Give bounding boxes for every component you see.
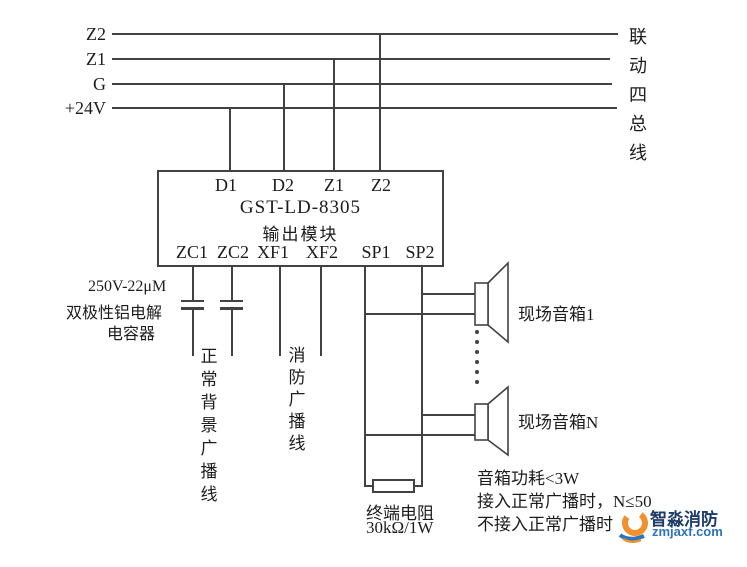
capacitor-note-line1: 250V-22μM [88,278,167,295]
wire-drop-d2 [283,83,285,171]
wire-bus-24v [112,107,617,109]
bus-label-z2: Z2 [86,24,106,44]
capacitor-note-line3: 电容器 [107,326,156,343]
wire-drop-d1 [229,107,231,171]
terminal-sp2: SP2 [405,242,435,262]
wire-zc2-lower [231,310,233,356]
terminal-d1: D1 [215,175,237,195]
module-subtitle: 输出模块 [262,225,339,244]
speaker-icon [474,385,509,457]
wire-resistor-right [414,485,423,487]
wire-speakerN-bottom [364,434,475,436]
resistor-note-line2: 30kΩ/1W [366,518,434,537]
terminal-z1: Z1 [324,175,344,195]
bus-label-g: G [93,74,106,94]
resistor-note-line1: 终端电阻 [366,504,434,523]
resistor-icon [372,479,415,493]
capacitor-icon [181,307,204,310]
wire-speaker1-bottom [364,313,475,315]
bus-label-z1: Z1 [86,49,106,69]
speaker1-label: 现场音箱1 [518,305,595,324]
wire-bus-g [112,83,612,85]
speaker-note-line3: 不接入正常广播时 [477,515,613,534]
terminal-sp1: SP1 [361,242,391,262]
wire-sp1 [364,266,366,487]
wire-bus-z1 [112,58,610,60]
normal-broadcast-label: 正常背景广播线 [200,347,218,504]
terminal-z2: Z2 [371,175,391,195]
bus-side-label: 联动四总线 [629,27,647,163]
wire-drop-z2 [379,33,381,171]
terminal-d2: D2 [272,175,294,195]
wire-zc2-upper [231,266,233,300]
wire-resistor-left [364,485,373,487]
wire-drop-z1 [333,58,335,171]
speaker-icon [474,261,509,344]
wire-xf1 [279,266,281,356]
wire-speaker1-top [421,293,475,295]
wire-speakerN-top [421,414,475,416]
ellipsis-dots [475,330,479,384]
watermark-name: 智淼消防 [650,510,718,529]
bus-label-24v: +24V [64,98,106,118]
capacitor-note-line2: 双极性铝电解 [66,305,163,322]
speakerN-label: 现场音箱N [518,413,599,432]
speaker-note-line1: 音箱功耗<3W [477,469,580,488]
watermark-logo-icon [618,510,648,543]
wire-bus-z2 [112,33,618,35]
capacitor-icon [181,300,204,302]
terminal-xf2: XF2 [305,242,339,262]
capacitor-icon [220,307,243,310]
terminal-zc1: ZC1 [175,242,209,262]
fire-broadcast-label: 消防广播线 [288,346,306,453]
module-title: GST-LD-8305 [239,197,362,218]
wire-zc1-upper [192,266,194,300]
wire-xf2 [320,266,322,356]
speaker-note-line2: 接入正常广播时，N≤50 [477,492,652,511]
wire-sp2 [421,266,423,487]
wire-zc1-lower [192,310,194,356]
terminal-xf1: XF1 [256,242,290,262]
module-box [157,170,444,267]
capacitor-icon [220,300,243,302]
terminal-zc2: ZC2 [216,242,250,262]
watermark-site: zmjaxf.com [652,524,723,539]
